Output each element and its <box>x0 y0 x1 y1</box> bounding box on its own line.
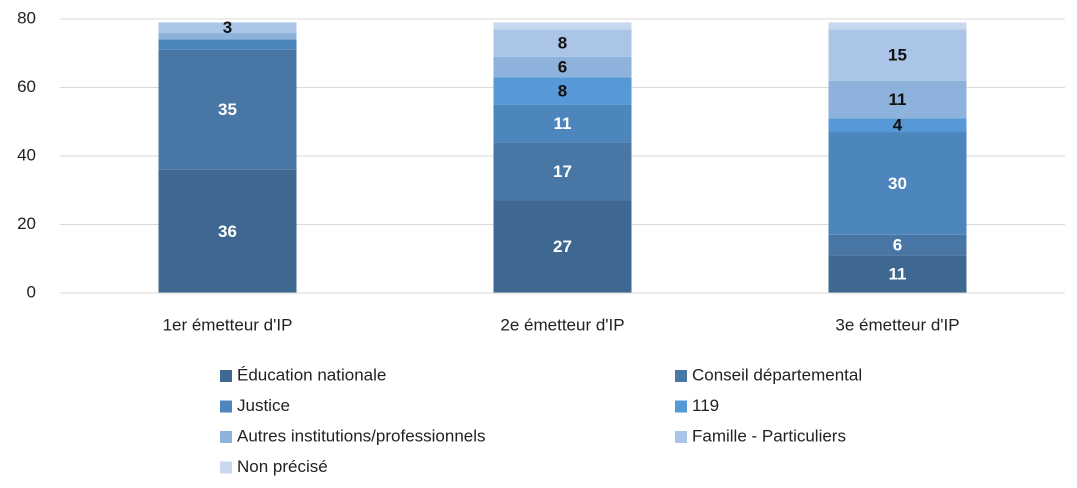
y-tick-label: 20 <box>17 214 36 233</box>
bar-segment <box>493 200 632 293</box>
legend-label: Conseil départemental <box>692 365 862 384</box>
bar-segment <box>828 118 967 133</box>
data-label: 4 <box>893 116 903 135</box>
data-label: 6 <box>893 236 902 255</box>
legend-label: Non précisé <box>237 457 328 476</box>
legend-swatch <box>675 431 687 443</box>
legend-label: Autres institutions/professionnels <box>237 426 486 445</box>
x-tick-label: 2e émetteur d'IP <box>500 315 624 334</box>
bar-segment <box>828 29 967 81</box>
legend-label: Éducation nationale <box>237 365 386 384</box>
data-label: 8 <box>558 81 567 100</box>
y-tick-label: 40 <box>17 145 36 164</box>
bar-segment <box>828 22 967 30</box>
y-tick-label: 0 <box>27 282 36 301</box>
bar-segment <box>493 77 632 105</box>
legend-swatch <box>675 400 687 413</box>
legend-label: Justice <box>237 396 290 415</box>
bar-segment <box>828 80 967 119</box>
data-label: 11 <box>889 265 907 284</box>
bar-segment <box>493 142 632 201</box>
legend-swatch <box>220 400 232 413</box>
bar-segment <box>158 39 297 50</box>
x-tick-label: 1er émetteur d'IP <box>163 315 293 334</box>
bar-segment <box>158 169 297 293</box>
data-label: 30 <box>888 174 907 193</box>
bar-segment <box>158 32 297 40</box>
bar-segment <box>158 22 297 33</box>
bar-segment <box>158 49 297 170</box>
legend-swatch <box>220 370 232 382</box>
data-label: 27 <box>553 237 572 256</box>
data-label: 15 <box>888 45 907 64</box>
data-label: 11 <box>889 90 907 109</box>
legend-swatch <box>220 431 232 443</box>
x-tick-label: 3e émetteur d'IP <box>835 315 959 334</box>
bar-segment <box>493 56 632 78</box>
legend-swatch <box>675 370 687 382</box>
y-tick-label: 80 <box>17 8 36 27</box>
data-label: 3 <box>223 18 232 37</box>
legend-label: Famille - Particuliers <box>692 426 846 445</box>
bar-segment <box>828 132 967 235</box>
data-label: 6 <box>558 57 567 76</box>
data-label: 8 <box>558 33 567 52</box>
y-tick-label: 60 <box>17 77 36 96</box>
legend-label: 119 <box>692 396 719 415</box>
data-label: 11 <box>554 114 572 133</box>
data-label: 35 <box>218 100 237 119</box>
bar-segment <box>493 29 632 57</box>
bar-segment <box>493 22 632 30</box>
data-label: 36 <box>218 222 237 241</box>
legend-swatch <box>220 461 232 474</box>
bar-segment <box>828 255 967 293</box>
data-label: 17 <box>553 162 572 181</box>
bar-segment <box>493 104 632 143</box>
bar-segment <box>828 234 967 256</box>
